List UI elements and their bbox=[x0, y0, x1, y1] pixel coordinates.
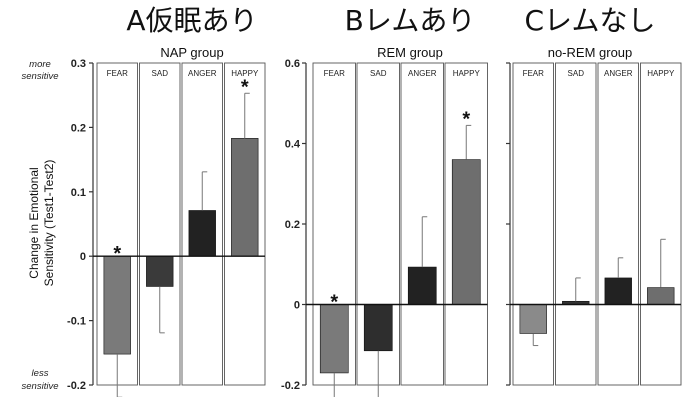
category-column-frame bbox=[181, 62, 223, 386]
chart-title: NAP group bbox=[160, 45, 223, 60]
category-column-frame bbox=[400, 62, 444, 386]
category-label: ANGER bbox=[604, 69, 633, 78]
category-label: ANGER bbox=[188, 69, 217, 78]
more-sensitive-label-line2: sensitive bbox=[22, 71, 59, 82]
category-column-frame bbox=[555, 62, 597, 386]
chart-title: REM group bbox=[377, 45, 443, 60]
category-column-frame bbox=[139, 62, 181, 386]
chart-title: no-REM group bbox=[548, 45, 633, 60]
y-tick-label: -0.2 bbox=[67, 380, 86, 392]
category-column-frame bbox=[597, 62, 639, 386]
y-axis-label-line1: Change in Emotional bbox=[27, 167, 41, 278]
category-label: SAD bbox=[370, 69, 387, 78]
y-tick-label: 0 bbox=[294, 300, 300, 312]
category-label: SAD bbox=[152, 69, 169, 78]
y-tick-label: -0.1 bbox=[67, 316, 86, 328]
category-label: HAPPY bbox=[453, 69, 481, 78]
chart-panel-2: Bレムあり REM group 0.6 0.4 0.2 0 -0.2 FEAR * SAD ANGE… bbox=[281, 4, 488, 397]
bar bbox=[604, 277, 632, 305]
bar bbox=[319, 304, 349, 374]
y-tick-label: -0.2 bbox=[281, 380, 300, 392]
panel-title: A仮眠あり bbox=[126, 4, 257, 37]
category-label: ANGER bbox=[408, 69, 437, 78]
category-label: HAPPY bbox=[231, 69, 259, 78]
bar bbox=[519, 304, 547, 334]
significance-star: * bbox=[330, 292, 338, 314]
y-tick-label: 0.2 bbox=[71, 122, 86, 134]
significance-star: * bbox=[113, 243, 121, 265]
bar bbox=[103, 255, 131, 355]
category-label: SAD bbox=[568, 69, 585, 78]
bar bbox=[146, 255, 174, 287]
category-column-frame bbox=[224, 62, 266, 386]
y-tick-label: 0.2 bbox=[285, 219, 300, 231]
chart-panel-1: A仮眠あり NAP group 0.3 0.2 0.1 0 -0.1 -0.2 FEAR * SAD… bbox=[67, 4, 266, 397]
significance-star: * bbox=[241, 76, 249, 98]
y-tick-label: 0.1 bbox=[71, 187, 86, 199]
category-label: FEAR bbox=[523, 69, 545, 78]
category-label: FEAR bbox=[107, 69, 129, 78]
bar bbox=[188, 210, 216, 257]
category-column-frame bbox=[640, 62, 682, 386]
significance-star: * bbox=[462, 108, 470, 130]
less-sensitive-label-line2: sensitive bbox=[22, 381, 59, 392]
bar bbox=[647, 287, 675, 305]
more-sensitive-label-line1: more bbox=[29, 59, 51, 70]
category-label: HAPPY bbox=[647, 69, 675, 78]
bar bbox=[451, 159, 481, 305]
y-tick-label: 0.3 bbox=[71, 58, 86, 70]
y-tick-label: 0.6 bbox=[285, 58, 300, 70]
y-axis-label-line2: Sensitivity (Test1-Test2) bbox=[42, 160, 56, 287]
category-column-frame bbox=[512, 62, 554, 386]
less-sensitive-label-line1: less bbox=[32, 368, 49, 379]
panel-title: Cレムなし bbox=[525, 4, 656, 37]
panel-title: Bレムあり bbox=[345, 4, 476, 37]
category-column-frame bbox=[444, 62, 488, 386]
y-tick-label: 0.4 bbox=[285, 139, 301, 151]
bar bbox=[231, 138, 259, 257]
bar bbox=[363, 304, 393, 352]
y-tick-label: 0 bbox=[80, 251, 86, 263]
category-label: FEAR bbox=[324, 69, 346, 78]
bar bbox=[407, 266, 437, 305]
